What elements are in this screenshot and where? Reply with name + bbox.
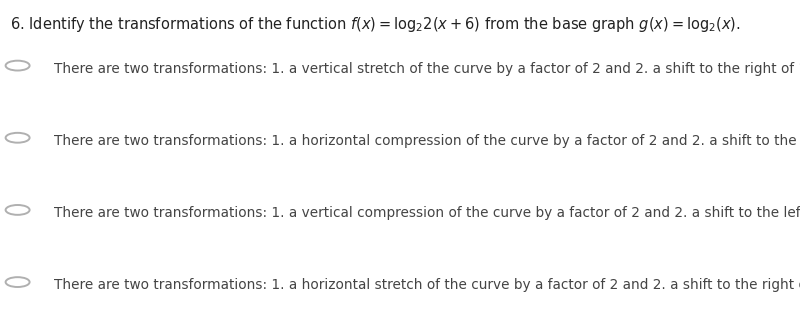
Text: There are two transformations: 1. a horizontal stretch of the curve by a factor : There are two transformations: 1. a hori… xyxy=(54,278,800,292)
Text: There are two transformations: 1. a vertical stretch of the curve by a factor of: There are two transformations: 1. a vert… xyxy=(54,62,800,76)
Text: There are two transformations: 1. a vertical compression of the curve by a facto: There are two transformations: 1. a vert… xyxy=(54,206,800,220)
Text: There are two transformations: 1. a horizontal compression of the curve by a fac: There are two transformations: 1. a hori… xyxy=(54,134,800,148)
Text: 6. Identify the transformations of the function $f(x) = \mathrm{log}_2 2(x + 6)$: 6. Identify the transformations of the f… xyxy=(10,15,740,34)
